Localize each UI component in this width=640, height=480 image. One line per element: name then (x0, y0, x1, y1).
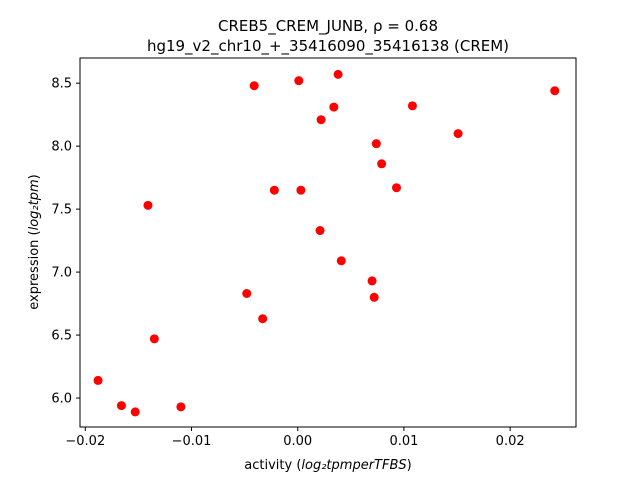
data-point-6 (316, 115, 326, 125)
data-points (93, 69, 560, 417)
data-point-17 (369, 292, 379, 302)
data-point-3 (550, 86, 560, 96)
data-point-16 (367, 276, 377, 286)
data-point-1 (294, 76, 304, 86)
data-point-14 (315, 226, 325, 236)
plot-area-frame (79, 57, 577, 428)
y-tick-label: 6.5 (51, 329, 72, 344)
x-tick-label: 0.02 (496, 434, 525, 449)
x-tick-label: −0.01 (172, 434, 212, 449)
data-point-24 (176, 402, 186, 412)
data-point-18 (242, 289, 252, 299)
data-point-4 (329, 102, 339, 112)
x-axis-label-suffix: ) (407, 458, 412, 473)
chart-title-line2: hg19_v2_chr10_+_35416090_35416138 (CREM) (147, 37, 509, 56)
x-tick-label: −0.02 (65, 434, 105, 449)
y-axis-ticks: 6.0 6.5 7.0 7.5 8.0 8.5 (51, 77, 80, 407)
chart-title-line1: CREB5_CREM_JUNB, ρ = 0.68 (218, 17, 438, 36)
x-tick-label: 0.01 (389, 434, 418, 449)
y-axis-label-prefix: expression ( (27, 230, 42, 309)
data-point-21 (93, 375, 103, 385)
data-point-20 (149, 334, 159, 344)
y-tick-label: 8.5 (51, 77, 72, 92)
data-point-0 (333, 69, 343, 79)
data-point-23 (130, 407, 140, 417)
y-tick-label: 7.5 (51, 203, 72, 218)
x-axis-label-math: log₂tpmperTFBS (301, 458, 406, 473)
x-axis-label-prefix: activity ( (244, 458, 301, 473)
data-point-10 (392, 183, 402, 193)
data-point-5 (407, 101, 417, 111)
x-tick-label: 0.00 (283, 434, 312, 449)
data-point-9 (377, 159, 387, 169)
y-axis-label-suffix: ) (27, 174, 42, 179)
data-point-11 (269, 185, 279, 195)
data-point-8 (371, 139, 381, 149)
data-point-2 (249, 81, 259, 91)
data-point-12 (296, 185, 306, 195)
data-point-13 (143, 200, 153, 210)
x-axis-ticks: −0.02 −0.01 0.00 0.01 0.02 (65, 427, 525, 449)
y-tick-label: 8.0 (51, 140, 72, 155)
y-tick-label: 6.0 (51, 392, 72, 407)
data-point-7 (453, 129, 463, 139)
y-axis-label-math: log₂tpm (27, 179, 42, 230)
y-axis-label: expression (log₂tpm) (27, 174, 42, 309)
x-axis-label: activity (log₂tpmperTFBS) (244, 458, 411, 473)
data-point-19 (258, 314, 268, 324)
data-point-15 (336, 256, 346, 266)
y-tick-label: 7.0 (51, 266, 72, 281)
data-point-22 (116, 401, 126, 411)
